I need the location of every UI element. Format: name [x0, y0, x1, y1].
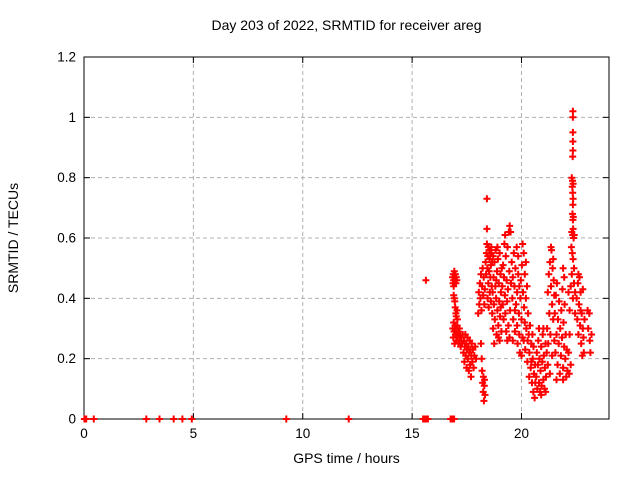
x-tick-label: 0	[80, 426, 88, 441]
y-tick-label: 1	[68, 110, 76, 125]
x-tick-label: 10	[295, 426, 310, 441]
x-axis-label: GPS time / hours	[293, 450, 400, 466]
y-tick-label: 0	[68, 412, 76, 427]
scatter-points	[80, 107, 595, 423]
y-tick-label: 0.2	[57, 351, 76, 366]
chart-title: Day 203 of 2022, SRMTID for receiver are…	[211, 17, 482, 33]
y-axis-label: SRMTID / TECUs	[5, 182, 21, 294]
y-tick-label: 0.4	[57, 291, 76, 306]
y-tick-label: 1.2	[57, 50, 76, 65]
x-tick-label: 15	[405, 426, 420, 441]
x-tick-label: 5	[190, 426, 198, 441]
y-tick-label: 0.8	[57, 170, 76, 185]
y-tick-label: 0.6	[57, 231, 76, 246]
x-tick-label: 20	[514, 426, 529, 441]
